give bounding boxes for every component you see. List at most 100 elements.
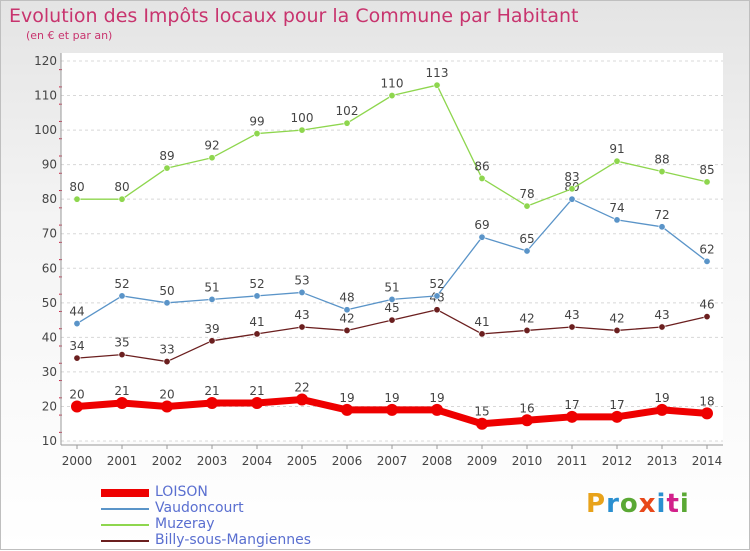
x-tick-label: 2014 <box>692 454 723 468</box>
data-point <box>656 403 668 416</box>
y-tick-label: 90 <box>42 158 57 172</box>
x-tick-label: 2012 <box>602 454 633 468</box>
data-point <box>388 295 396 303</box>
data-label: 102 <box>336 104 359 118</box>
x-tick-label: 2011 <box>557 454 588 468</box>
data-point <box>431 403 443 416</box>
x-tick-label: 2003 <box>197 454 228 468</box>
data-point <box>73 195 81 203</box>
data-point <box>703 257 711 265</box>
data-label: 16 <box>519 401 534 415</box>
data-point <box>701 407 713 420</box>
data-point <box>523 247 531 255</box>
data-point <box>116 397 128 409</box>
data-label: 42 <box>519 311 534 325</box>
data-point <box>521 414 533 427</box>
data-label: 62 <box>699 242 714 256</box>
data-label: 45 <box>384 301 399 315</box>
data-label: 46 <box>699 298 714 312</box>
data-label: 69 <box>474 218 489 232</box>
data-label: 91 <box>609 142 624 156</box>
data-point <box>611 410 623 423</box>
x-tick-label: 2002 <box>152 454 183 468</box>
data-label: 34 <box>69 339 84 353</box>
data-point <box>163 358 171 366</box>
data-point <box>658 323 666 331</box>
data-label: 72 <box>654 208 669 222</box>
data-label: 39 <box>204 322 219 336</box>
y-tick-label: 50 <box>42 296 57 310</box>
y-tick-label: 80 <box>42 192 57 206</box>
data-label: 19 <box>384 391 399 405</box>
data-label: 113 <box>426 66 449 80</box>
data-label: 89 <box>159 149 174 163</box>
data-point <box>163 299 171 307</box>
y-tick-label: 60 <box>42 261 57 275</box>
data-point <box>343 306 351 314</box>
data-point <box>343 119 351 127</box>
data-point <box>613 216 621 224</box>
logo-letter: P <box>586 489 607 519</box>
data-point <box>658 168 666 176</box>
x-tick-label: 2005 <box>287 454 318 468</box>
data-label: 21 <box>114 384 129 398</box>
x-tick-label: 2000 <box>62 454 93 468</box>
data-label: 42 <box>609 311 624 325</box>
y-tick-label: 40 <box>42 330 57 344</box>
data-point <box>523 202 531 210</box>
legend-swatch-billy <box>101 540 149 542</box>
legend-label: Muzeray <box>155 516 215 532</box>
data-label: 44 <box>69 305 84 319</box>
chart-title: Evolution des Impôts locaux pour la Comm… <box>9 5 579 27</box>
data-point <box>118 351 126 359</box>
data-point <box>388 316 396 324</box>
data-label: 53 <box>294 273 309 287</box>
data-point <box>433 306 441 314</box>
data-point <box>478 233 486 241</box>
data-point <box>208 154 216 162</box>
logo-letter: x <box>638 489 657 519</box>
data-label: 78 <box>519 187 534 201</box>
legend-swatch-vaudoncourt <box>101 508 149 510</box>
data-label: 41 <box>249 315 264 329</box>
proxiti-logo: Proxiti <box>586 489 690 519</box>
data-point <box>388 92 396 100</box>
data-label: 110 <box>381 77 404 91</box>
x-tick-label: 2007 <box>377 454 408 468</box>
y-tick-label: 10 <box>42 434 57 448</box>
data-point <box>253 292 261 300</box>
data-label: 83 <box>564 170 579 184</box>
data-point <box>206 397 218 409</box>
chart-subtitle: (en € et par an) <box>26 29 113 42</box>
legend-label: Vaudoncourt <box>155 500 244 516</box>
data-point <box>568 195 576 203</box>
data-label: 19 <box>429 391 444 405</box>
data-point <box>566 410 578 423</box>
logo-letter: t <box>666 489 680 519</box>
logo-letter: i <box>679 489 690 519</box>
x-tick-label: 2006 <box>332 454 363 468</box>
data-point <box>386 403 398 416</box>
data-point <box>476 417 488 430</box>
data-point <box>208 337 216 345</box>
data-label: 48 <box>339 291 354 305</box>
y-tick-label: 110 <box>34 89 57 103</box>
logo-letter: o <box>619 489 639 519</box>
data-point <box>568 323 576 331</box>
y-tick-label: 30 <box>42 365 57 379</box>
data-label: 80 <box>69 180 84 194</box>
data-point <box>71 400 83 413</box>
data-label: 41 <box>474 315 489 329</box>
x-tick-label: 2004 <box>242 454 273 468</box>
data-label: 52 <box>114 277 129 291</box>
data-label: 19 <box>339 391 354 405</box>
x-tick-label: 2009 <box>467 454 498 468</box>
data-label: 80 <box>114 180 129 194</box>
data-label: 17 <box>609 398 624 412</box>
data-point <box>298 126 306 134</box>
data-label: 74 <box>609 201 624 215</box>
y-tick-label: 70 <box>42 227 57 241</box>
data-point <box>658 223 666 231</box>
data-point <box>73 354 81 362</box>
data-label: 52 <box>429 277 444 291</box>
